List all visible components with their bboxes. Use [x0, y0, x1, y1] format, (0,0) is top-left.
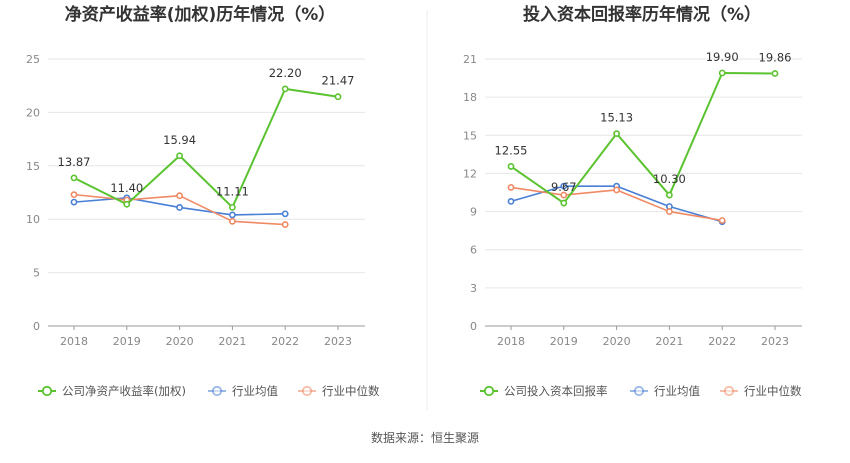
x-tick-label: 2023: [761, 335, 789, 348]
data-point[interactable]: [228, 211, 236, 219]
data-point[interactable]: [70, 198, 78, 206]
data-label: 21.47: [322, 74, 355, 88]
data-label: 13.87: [58, 155, 91, 169]
y-tick-label: 20: [26, 106, 40, 119]
data-label: 9.67: [551, 180, 577, 194]
x-tick-label: 2020: [166, 335, 194, 348]
series-1: [70, 194, 289, 219]
data-point[interactable]: [176, 152, 183, 160]
data-label: 11.11: [216, 184, 249, 198]
data-point[interactable]: [176, 204, 183, 211]
legend-marker: [211, 385, 223, 397]
data-point[interactable]: [718, 217, 726, 224]
data-point[interactable]: [507, 184, 515, 191]
legend-label: 公司投入资本回报率: [504, 384, 608, 398]
legend-label: 行业中位数: [744, 384, 802, 398]
legend-label: 公司净资产收益率(加权): [62, 384, 186, 398]
data-point[interactable]: [281, 221, 289, 228]
data-point[interactable]: [613, 186, 620, 194]
legend-marker: [723, 385, 735, 397]
data-point[interactable]: [334, 93, 342, 101]
data-point[interactable]: [771, 70, 779, 77]
y-tick-label: 18: [463, 91, 477, 104]
series-2: [507, 184, 726, 224]
chart-title: 净资产收益率(加权)历年情况（%）: [65, 4, 336, 25]
x-tick-label: 2018: [60, 335, 88, 348]
data-point[interactable]: [123, 200, 131, 208]
legend-label: 行业均值: [232, 384, 278, 398]
legend-item[interactable]: 行业中位数: [720, 384, 802, 398]
y-tick-label: 15: [463, 129, 477, 142]
legend-label: 行业均值: [654, 384, 700, 398]
legend-item[interactable]: 行业均值: [208, 384, 278, 398]
x-tick-label: 2020: [603, 335, 631, 348]
y-tick-label: 9: [470, 206, 477, 219]
series-0: 12.55 9.67 15.13 10.30 19.90 19.86: [495, 50, 792, 207]
data-label: 19.86: [759, 50, 792, 64]
data-point[interactable]: [281, 210, 289, 218]
data-point[interactable]: [70, 191, 78, 199]
y-tick-label: 10: [26, 213, 40, 226]
series-line: [510, 71, 776, 205]
legend-marker: [633, 385, 645, 397]
legend-marker: [483, 385, 495, 397]
legend-item[interactable]: 行业中位数: [298, 384, 380, 398]
legend-label: 行业中位数: [322, 384, 380, 398]
data-label: 11.40: [110, 181, 143, 195]
y-tick-label: 5: [33, 267, 40, 280]
series-line: [73, 87, 339, 209]
chart-title: 投入资本回报率历年情况（%）: [523, 4, 761, 25]
legend-item[interactable]: 公司投入资本回报率: [480, 384, 608, 398]
data-point[interactable]: [228, 203, 236, 211]
x-tick-label: 2023: [324, 335, 352, 348]
data-label: 22.20: [269, 66, 302, 80]
legend-item[interactable]: 行业均值: [630, 384, 700, 398]
legend-marker: [301, 385, 313, 397]
data-point[interactable]: [281, 85, 289, 93]
data-point[interactable]: [507, 197, 515, 205]
roic-chart-panel: 投入资本回报率历年情况（%） 0 3 6 9 12 15 18 21 2018 2019 2020 20…: [463, 4, 802, 398]
data-point[interactable]: [613, 130, 620, 138]
x-tick-label: 2018: [497, 335, 525, 348]
data-point[interactable]: [70, 174, 78, 182]
data-point[interactable]: [718, 69, 726, 77]
data-label: 15.94: [163, 133, 196, 147]
data-point[interactable]: [666, 208, 673, 215]
y-tick-label: 6: [470, 244, 477, 257]
data-point[interactable]: [228, 217, 236, 225]
data-point[interactable]: [507, 163, 515, 170]
x-tick-label: 2019: [550, 335, 578, 348]
roe-chart-panel: 净资产收益率(加权)历年情况（%） 0 5 10 15 20 25 2018 2019 2020 2…: [26, 4, 380, 398]
x-tick-label: 2022: [271, 335, 299, 348]
data-point[interactable]: [176, 192, 183, 200]
y-tick-label: 3: [470, 282, 477, 295]
data-label: 19.90: [706, 50, 739, 64]
data-point[interactable]: [560, 191, 568, 199]
x-tick-label: 2019: [113, 335, 141, 348]
y-tick-label: 15: [26, 160, 40, 173]
data-source-text: 数据来源：恒生聚源: [371, 430, 479, 445]
y-tick-label: 0: [33, 320, 40, 333]
series-0: 13.87 11.40 15.94 11.11 22.20 21.47: [58, 66, 355, 211]
data-point[interactable]: [666, 191, 673, 199]
data-label: 15.13: [600, 111, 633, 125]
data-point[interactable]: [560, 182, 568, 190]
x-tick-label: 2021: [655, 335, 683, 348]
data-label: 12.55: [495, 143, 528, 157]
legend-marker: [41, 385, 53, 397]
x-tick-label: 2021: [218, 335, 246, 348]
y-tick-label: 0: [470, 320, 477, 333]
y-tick-label: 21: [463, 53, 477, 66]
data-point[interactable]: [560, 199, 568, 207]
series-2: [70, 191, 289, 228]
legend-item[interactable]: 公司净资产收益率(加权): [38, 384, 186, 398]
y-tick-label: 12: [463, 167, 477, 180]
y-tick-label: 25: [26, 53, 40, 66]
data-label: 10.30: [653, 172, 686, 186]
x-tick-label: 2022: [708, 335, 736, 348]
